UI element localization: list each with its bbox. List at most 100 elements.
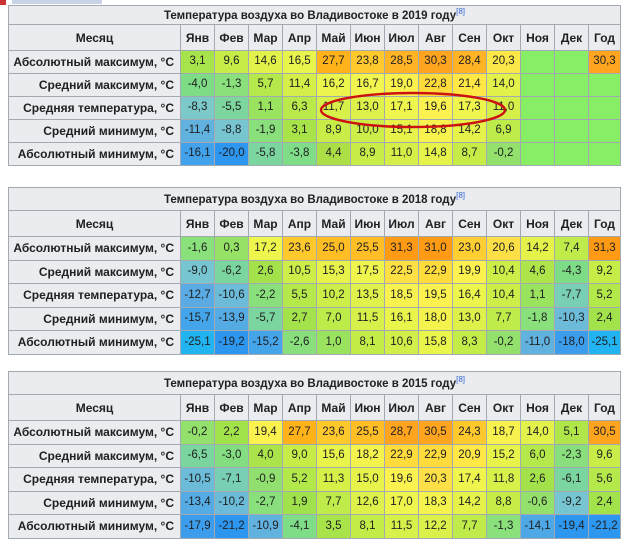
temperature-cell: -25,1	[180, 330, 215, 355]
temperature-cell: 15,6	[316, 443, 351, 468]
climate-table-1: Температура воздуха во Владивостоке в 20…	[8, 187, 621, 355]
temperature-cell: 28,7	[384, 420, 419, 445]
month-column-header: Сен	[452, 210, 487, 237]
temperature-cell: -0,2	[486, 142, 521, 166]
temperature-cell: -3,0	[214, 443, 249, 468]
temperature-cell: 14,2	[452, 119, 487, 143]
month-column-header: Год	[588, 210, 621, 237]
temperature-cell: 7,7	[316, 490, 351, 515]
temperature-cell: 11,0	[384, 142, 419, 166]
temperature-cell: 15,0	[350, 467, 385, 492]
temperature-cell: -5,7	[248, 306, 283, 331]
temperature-cell: 27,7	[282, 420, 317, 445]
temperature-cell: 9,6	[214, 50, 249, 74]
temperature-cell: 4,0	[248, 443, 283, 468]
temperature-cell: 5,6	[588, 467, 621, 492]
table-row: Средний максимум, °C -9,0 -6,2 2,6 10,5 15,3 1…	[8, 259, 621, 284]
temperature-cell: 31,3	[384, 236, 419, 261]
table-title: Температура воздуха во Владивостоке в 20…	[8, 5, 621, 25]
temperature-cell: 5,7	[248, 73, 283, 97]
month-column-header: Апр	[282, 394, 317, 421]
table-title-text: Температура воздуха во Владивостоке в 20…	[163, 377, 457, 390]
month-column-header: Окт	[486, 210, 521, 237]
temperature-cell: -2,6	[282, 330, 317, 355]
table-row: Средний минимум, °C -15,7 -13,9 -5,7 2,7 7,0 1…	[8, 306, 621, 331]
reference-link[interactable]: [8]	[456, 6, 466, 16]
temperature-cell	[588, 142, 621, 166]
temperature-cell: 23,0	[452, 236, 487, 261]
temperature-cell: 28,4	[452, 50, 487, 74]
temperature-cell	[554, 142, 589, 166]
temperature-cell: 24,3	[452, 420, 487, 445]
temperature-cell	[520, 50, 555, 74]
temperature-cell: 11,7	[316, 96, 351, 120]
month-column-header: Янв	[180, 24, 215, 51]
temperature-cell: 10,4	[486, 283, 521, 308]
month-column-header: Июн	[350, 210, 385, 237]
table-row: Абсолютный максимум, °C -0,2 2,2 19,4 27,7 23…	[8, 420, 621, 445]
table-row: Средняя температура, °C -10,5 -7,1 -0,9 5,2 1…	[8, 467, 621, 492]
temperature-cell: 14,2	[452, 490, 487, 515]
month-column-header: Авг	[418, 210, 453, 237]
temperature-cell: 19,6	[418, 96, 453, 120]
month-column-header: Июл	[384, 210, 419, 237]
temperature-cell: -11,4	[180, 119, 215, 143]
temperature-cell: 19,6	[384, 467, 419, 492]
temperature-cell: 5,2	[282, 467, 317, 492]
temperature-cell: -10,3	[554, 306, 589, 331]
temperature-cell: 7,7	[452, 514, 487, 539]
month-column-header: Год	[588, 394, 621, 421]
row-label: Средняя температура, °C	[8, 96, 181, 120]
table-row: Средний минимум, °C -11,4 -8,8 -1,9 3,1 8,9 10…	[8, 119, 621, 143]
temperature-cell: 31,0	[418, 236, 453, 261]
row-label: Абсолютный максимум, °C	[8, 420, 181, 445]
temperature-cell: 10,6	[384, 330, 419, 355]
reference-link[interactable]: [8]	[456, 374, 466, 384]
row-label: Средний минимум, °C	[8, 306, 181, 331]
temperature-cell: -6,2	[214, 259, 249, 284]
temperature-cell: 6,9	[486, 119, 521, 143]
temperature-cell: -6,5	[180, 443, 215, 468]
reference-link[interactable]: [8]	[456, 190, 466, 200]
temperature-cell: 5,1	[554, 420, 589, 445]
temperature-cell: 21,4	[452, 73, 487, 97]
table-title: Температура воздуха во Владивостоке в 20…	[8, 187, 621, 211]
temperature-cell: -11,0	[520, 330, 555, 355]
temperature-cell: -8,8	[214, 119, 249, 143]
month-column-header: Мар	[248, 394, 283, 421]
temperature-cell: -9,2	[554, 490, 589, 515]
temperature-cell: 16,1	[384, 306, 419, 331]
temperature-cell: -5,8	[248, 142, 283, 166]
month-column-header: Мар	[248, 24, 283, 51]
edit-marker	[0, 0, 6, 5]
month-column-header: Ноя	[520, 394, 555, 421]
temperature-cell: 2,2	[214, 420, 249, 445]
temperature-cell: 6,0	[520, 443, 555, 468]
row-label: Средняя температура, °C	[8, 283, 181, 308]
temperature-cell: 12,2	[418, 514, 453, 539]
temperature-cell: -4,1	[282, 514, 317, 539]
temperature-cell: 9,2	[588, 259, 621, 284]
temperature-cell: 19,5	[418, 283, 453, 308]
temperature-cell: 30,3	[588, 50, 621, 74]
row-label: Абсолютный максимум, °C	[8, 50, 181, 74]
temperature-cell: 15,2	[486, 443, 521, 468]
row-label: Средний максимум, °C	[8, 73, 181, 97]
temperature-cell	[588, 96, 621, 120]
temperature-cell: 0,3	[214, 236, 249, 261]
temperature-cell: -7,7	[554, 283, 589, 308]
temperature-cell: 2,6	[520, 467, 555, 492]
month-column-header: Май	[316, 394, 351, 421]
table-row: Средняя температура, °C -8,3 -5,5 1,1 6,3 11,…	[8, 96, 621, 120]
temperature-cell: 20,3	[418, 467, 453, 492]
temperature-cell: -19,2	[214, 330, 249, 355]
month-column-header: Июл	[384, 24, 419, 51]
temperature-cell: 28,5	[384, 50, 419, 74]
month-column-header: Сен	[452, 394, 487, 421]
table-row: Абсолютный максимум, °C -1,6 0,3 17,2 23,6 25…	[8, 236, 621, 261]
temperature-cell: 13,0	[350, 96, 385, 120]
temperature-cell: 25,5	[350, 420, 385, 445]
row-label: Абсолютный минимум, °C	[8, 330, 181, 355]
temperature-cell: 22,9	[384, 443, 419, 468]
temperature-cell	[520, 73, 555, 97]
